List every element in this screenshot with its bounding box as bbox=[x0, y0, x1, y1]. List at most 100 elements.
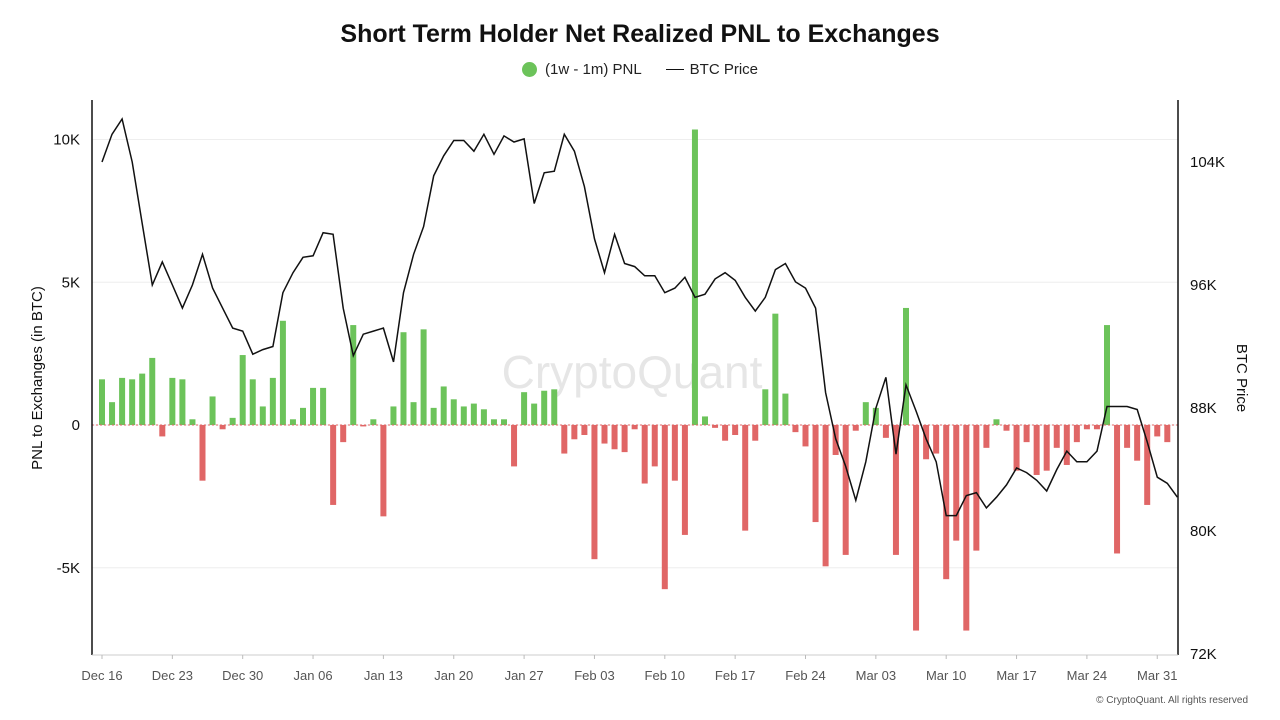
pnl-bar bbox=[581, 425, 588, 435]
pnl-bar bbox=[410, 402, 417, 425]
pnl-bar bbox=[470, 403, 477, 425]
pnl-bar bbox=[209, 396, 216, 425]
pnl-bar bbox=[882, 425, 889, 438]
pnl-bar bbox=[892, 425, 899, 555]
pnl-bar bbox=[149, 357, 156, 425]
pnl-bar bbox=[923, 425, 930, 460]
x-tick-label: Feb 24 bbox=[785, 668, 825, 683]
pnl-bar bbox=[913, 425, 920, 631]
pnl-bar bbox=[229, 417, 236, 425]
pnl-bar bbox=[1164, 425, 1171, 443]
pnl-bar bbox=[1154, 425, 1161, 437]
x-tick-label: Mar 03 bbox=[856, 668, 896, 683]
pnl-bar bbox=[973, 425, 980, 551]
x-tick-label: Dec 30 bbox=[222, 668, 263, 683]
pnl-bar bbox=[732, 425, 739, 435]
pnl-bar bbox=[300, 407, 306, 425]
pnl-bar bbox=[129, 379, 136, 425]
x-tick-label: Mar 17 bbox=[996, 668, 1036, 683]
pnl-bar bbox=[259, 406, 266, 425]
pnl-bar bbox=[189, 419, 196, 425]
pnl-bar bbox=[320, 387, 327, 425]
legend-price-label: BTC Price bbox=[689, 61, 759, 78]
pnl-bar bbox=[1043, 425, 1050, 471]
pnl-bar bbox=[1124, 425, 1131, 448]
pnl-bar bbox=[1053, 425, 1060, 448]
x-tick-label: Dec 23 bbox=[152, 668, 193, 683]
pnl-bar bbox=[400, 332, 407, 425]
pnl-bar bbox=[139, 373, 146, 425]
pnl-bar bbox=[591, 425, 598, 560]
pnl-bar bbox=[1013, 425, 1020, 471]
y-tick-label: 10K bbox=[53, 132, 80, 149]
pnl-bar bbox=[350, 325, 357, 425]
pnl-bar bbox=[671, 425, 678, 481]
y2-axis-label: BTC Price bbox=[1233, 344, 1250, 412]
pnl-bar bbox=[310, 387, 317, 425]
pnl-bar bbox=[712, 425, 719, 428]
pnl-bar bbox=[812, 425, 819, 523]
axes: 10K 5K 0 -5K 104K 96K 88K 80K 72K Dec 16 Dec 23 Dec… bbox=[53, 100, 1225, 683]
legend-item-price[interactable]: BTC Price bbox=[665, 61, 759, 78]
pnl-bar bbox=[681, 425, 688, 535]
pnl-bar bbox=[390, 406, 397, 425]
x-tick-label: Mar 31 bbox=[1137, 668, 1177, 683]
pnl-bar bbox=[953, 425, 960, 541]
pnl-bar bbox=[842, 425, 849, 555]
pnl-bar bbox=[279, 320, 286, 425]
pnl-bar bbox=[852, 425, 859, 431]
pnl-bar bbox=[641, 425, 648, 484]
pnl-bar bbox=[360, 425, 367, 427]
y2-tick-label: 104K bbox=[1190, 154, 1225, 171]
pnl-bar bbox=[521, 392, 528, 425]
pnl-bar bbox=[1073, 425, 1080, 443]
pnl-bar bbox=[561, 425, 568, 454]
chart-title: Short Term Holder Net Realized PNL to Ex… bbox=[340, 20, 940, 48]
pnl-bar bbox=[742, 425, 749, 531]
pnl-bar bbox=[169, 377, 176, 425]
green-dot-icon bbox=[521, 62, 537, 77]
x-tick-label: Jan 27 bbox=[505, 668, 544, 683]
pnl-bar bbox=[872, 407, 879, 425]
pnl-bar bbox=[450, 399, 457, 425]
y-tick-label: 0 bbox=[72, 417, 80, 434]
pnl-bar bbox=[943, 425, 950, 580]
pnl-bar bbox=[983, 425, 990, 448]
pnl-bar bbox=[702, 416, 708, 425]
pnl-bar bbox=[531, 403, 538, 425]
pnl-bar bbox=[1144, 425, 1151, 505]
pnl-bar bbox=[119, 377, 126, 425]
pnl-bar bbox=[420, 329, 427, 425]
legend-item-pnl[interactable]: (1w - 1m) PNL bbox=[521, 61, 642, 78]
pnl-bar bbox=[179, 379, 186, 425]
pnl-bar bbox=[99, 379, 105, 425]
pnl-bar bbox=[340, 425, 347, 443]
pnl-bar bbox=[993, 419, 1000, 425]
legend: (1w - 1m) PNL BTC Price bbox=[0, 61, 1280, 78]
pnl-bar bbox=[370, 419, 377, 425]
pnl-bar bbox=[199, 425, 206, 481]
pnl-bar bbox=[621, 425, 628, 453]
y2-tick-label: 72K bbox=[1190, 646, 1217, 663]
pnl-bar bbox=[249, 379, 256, 425]
pnl-bar bbox=[501, 419, 507, 425]
x-tick-label: Feb 03 bbox=[574, 668, 614, 683]
pnl-bar bbox=[541, 390, 548, 425]
pnl-bar bbox=[963, 425, 970, 631]
pnl-bar bbox=[1093, 425, 1100, 430]
pnl-bar bbox=[440, 386, 447, 425]
pnl-bar bbox=[1033, 425, 1040, 475]
pnl-bar bbox=[1063, 425, 1070, 465]
x-tick-label: Dec 16 bbox=[81, 668, 122, 683]
pnl-bar bbox=[691, 129, 698, 425]
pnl-bars bbox=[99, 129, 1171, 631]
pnl-bar bbox=[1023, 425, 1030, 443]
pnl-bar bbox=[822, 425, 829, 567]
price-line bbox=[101, 117, 1179, 517]
pnl-bar bbox=[289, 419, 296, 425]
y2-tick-label: 88K bbox=[1190, 400, 1217, 417]
pnl-bar bbox=[631, 425, 638, 430]
pnl-bar bbox=[601, 425, 608, 444]
pnl-bar bbox=[460, 406, 467, 425]
